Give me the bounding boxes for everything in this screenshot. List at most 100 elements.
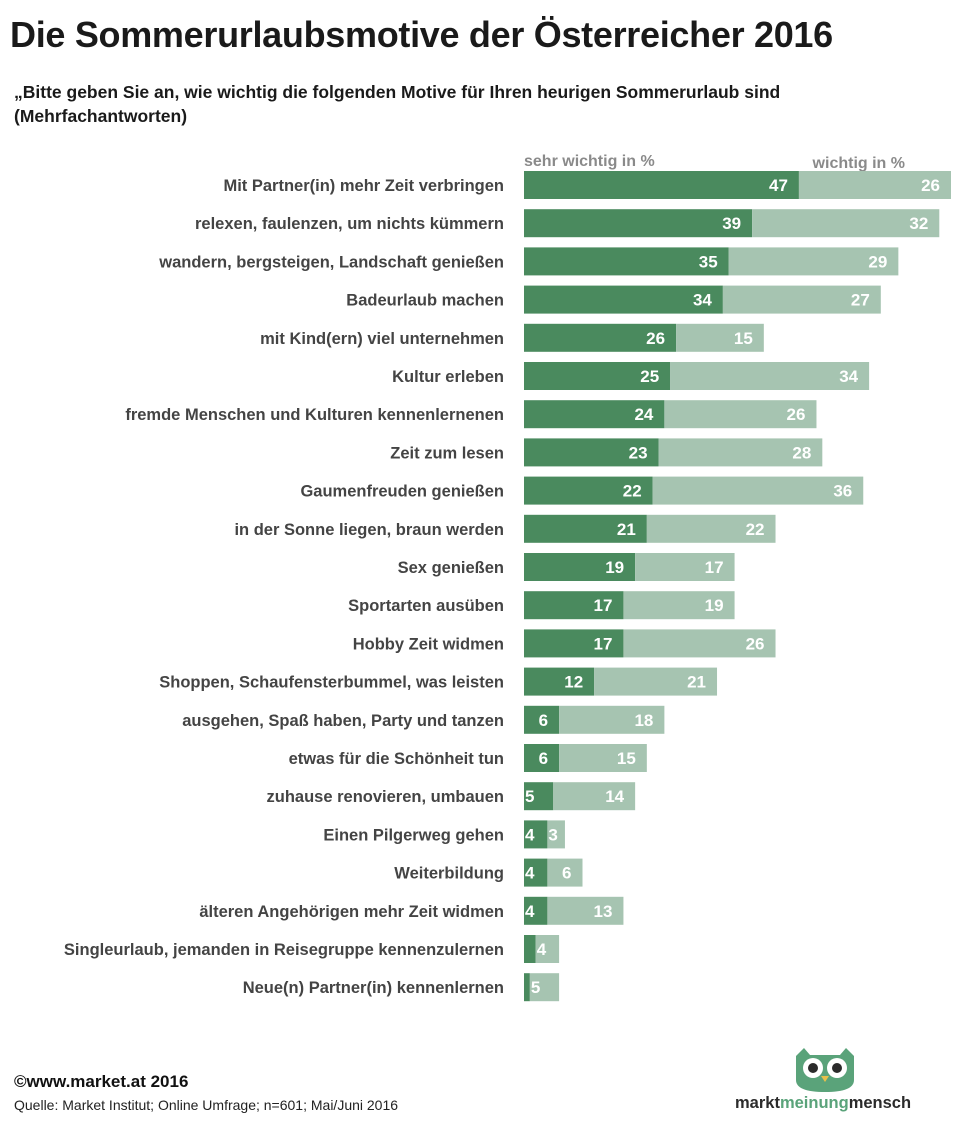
value-label-sehr-wichtig: 17 (594, 596, 613, 615)
bar-wichtig (559, 744, 647, 772)
value-label-sehr-wichtig: 26 (646, 329, 665, 348)
bar-sehr-wichtig (524, 438, 659, 467)
bar-wichtig (594, 667, 718, 696)
category-label: mit Kind(ern) viel unternehmen (260, 330, 504, 348)
value-label-wichtig: 15 (617, 749, 636, 768)
bar-sehr-wichtig (524, 629, 624, 658)
bar-wichtig (722, 285, 881, 314)
stacked-bar-chart: sehr wichtig in % wichtig in % Mit Partne… (64, 153, 951, 1002)
category-label: zuhause renovieren, umbauen (267, 788, 504, 806)
bar-sehr-wichtig (524, 744, 560, 772)
bar-sehr-wichtig (524, 858, 548, 887)
value-label-wichtig: 14 (605, 787, 624, 806)
category-label: relexen, faulenzen, um nichts kümmern (195, 215, 504, 233)
value-label-sehr-wichtig: 21 (617, 520, 636, 539)
value-label-wichtig: 6 (562, 864, 571, 883)
category-label: Kultur erleben (392, 368, 504, 386)
bar-wichtig (623, 591, 735, 620)
category-label: wandern, bergsteigen, Landschaft genieße… (158, 253, 504, 271)
category-label: Einen Pilgerweg gehen (323, 826, 504, 844)
value-label-wichtig: 36 (833, 482, 852, 501)
bar-sehr-wichtig (524, 705, 560, 734)
value-label-wichtig: 26 (787, 405, 806, 424)
bar-sehr-wichtig (524, 935, 536, 963)
value-label-sehr-wichtig: 4 (525, 902, 535, 921)
category-labels: Mit Partner(in) mehr Zeit verbringen rele… (64, 177, 504, 997)
category-label: ausgehen, Spaß haben, Party und tanzen (182, 712, 504, 730)
legend-wichtig: wichtig in % (812, 155, 905, 172)
legend: sehr wichtig in % wichtig in % (524, 153, 905, 172)
value-label-wichtig: 27 (851, 291, 870, 310)
value-label-sehr-wichtig: 6 (539, 711, 548, 730)
value-label-sehr-wichtig: 47 (769, 176, 788, 195)
bar-wichtig (547, 858, 583, 887)
category-label: Gaumenfreuden genießen (300, 483, 504, 501)
value-label-wichtig: 3 (548, 825, 557, 844)
brand-part-mensch: mensch (848, 1094, 912, 1112)
value-label-wichtig: 17 (705, 558, 724, 577)
bar-sehr-wichtig (524, 209, 753, 238)
value-label-wichtig: 29 (868, 252, 887, 271)
bar-sehr-wichtig (524, 667, 595, 696)
value-label-sehr-wichtig: 25 (640, 367, 659, 386)
category-label: Singleurlaub, jemanden in Reisegruppe ke… (64, 941, 504, 959)
owl-icon (796, 1048, 854, 1092)
category-label: etwas für die Schönheit tun (289, 750, 504, 768)
bar-sehr-wichtig (524, 476, 653, 505)
category-label: Weiterbildung (394, 865, 504, 883)
bar-wichtig (535, 935, 560, 963)
brand-logo: marktmeinungmensch (735, 1046, 940, 1116)
value-label-wichtig: 22 (746, 520, 765, 539)
chart-title: Die Sommerurlaubsmotive der Österreicher… (10, 14, 833, 55)
chart-subtitle: „Bitte geben Sie an, wie wichtig die fol… (14, 82, 781, 126)
legend-sehr-wichtig: sehr wichtig in % (524, 153, 655, 170)
value-label-sehr-wichtig: 4 (525, 864, 535, 883)
bar-sehr-wichtig (524, 400, 665, 429)
bar-wichtig (529, 973, 560, 1002)
value-label-wichtig: 21 (687, 673, 706, 692)
bars (524, 171, 951, 1002)
bar-wichtig (670, 362, 870, 390)
bar-sehr-wichtig (524, 896, 548, 925)
value-label-sehr-wichtig: 34 (693, 291, 712, 310)
category-label: in der Sonne liegen, braun werden (234, 521, 504, 539)
bar-wichtig (798, 171, 951, 199)
value-label-wichtig: 18 (634, 711, 653, 730)
bar-wichtig (676, 323, 764, 352)
value-label-sehr-wichtig: 17 (594, 634, 613, 653)
bar-wichtig (752, 209, 940, 238)
category-label: Neue(n) Partner(in) kennenlernen (243, 979, 504, 997)
bar-wichtig (658, 438, 823, 467)
bar-sehr-wichtig (524, 514, 647, 543)
value-label-wichtig: 5 (531, 978, 540, 997)
category-label: älteren Angehörigen mehr Zeit widmen (199, 903, 504, 921)
bar-wichtig (559, 705, 665, 734)
bar-wichtig (664, 400, 817, 429)
brand-wordmark: marktmeinungmensch (735, 1094, 940, 1113)
bar-wichtig (652, 476, 864, 505)
brand-part-markt: markt (735, 1094, 780, 1112)
bar-sehr-wichtig (524, 553, 636, 581)
value-label-wichtig: 26 (921, 176, 940, 195)
category-label: fremde Menschen und Kulturen kennenlerne… (125, 406, 504, 424)
category-label: Sex genießen (398, 559, 504, 577)
bar-wichtig (623, 629, 776, 658)
brand-part-meinung: meinung (779, 1094, 849, 1112)
value-label-wichtig: 4 (537, 940, 547, 959)
value-label-wichtig: 15 (734, 329, 753, 348)
value-label-sehr-wichtig: 23 (629, 443, 648, 462)
category-label: Mit Partner(in) mehr Zeit verbringen (223, 177, 504, 195)
category-label: Hobby Zeit widmen (353, 635, 504, 653)
value-label-sehr-wichtig: 4 (525, 825, 535, 844)
bar-sehr-wichtig (524, 171, 799, 199)
bar-sehr-wichtig (524, 247, 729, 276)
category-label: Badeurlaub machen (346, 292, 504, 310)
value-label-sehr-wichtig: 24 (634, 405, 653, 424)
category-label: Sportarten ausüben (348, 597, 504, 615)
bar-sehr-wichtig (524, 973, 530, 1002)
value-label-wichtig: 34 (839, 367, 858, 386)
bar-wichtig (547, 820, 565, 849)
value-label-sehr-wichtig: 5 (525, 787, 534, 806)
source-text: Quelle: Market Institut; Online Umfrage;… (14, 1097, 399, 1113)
